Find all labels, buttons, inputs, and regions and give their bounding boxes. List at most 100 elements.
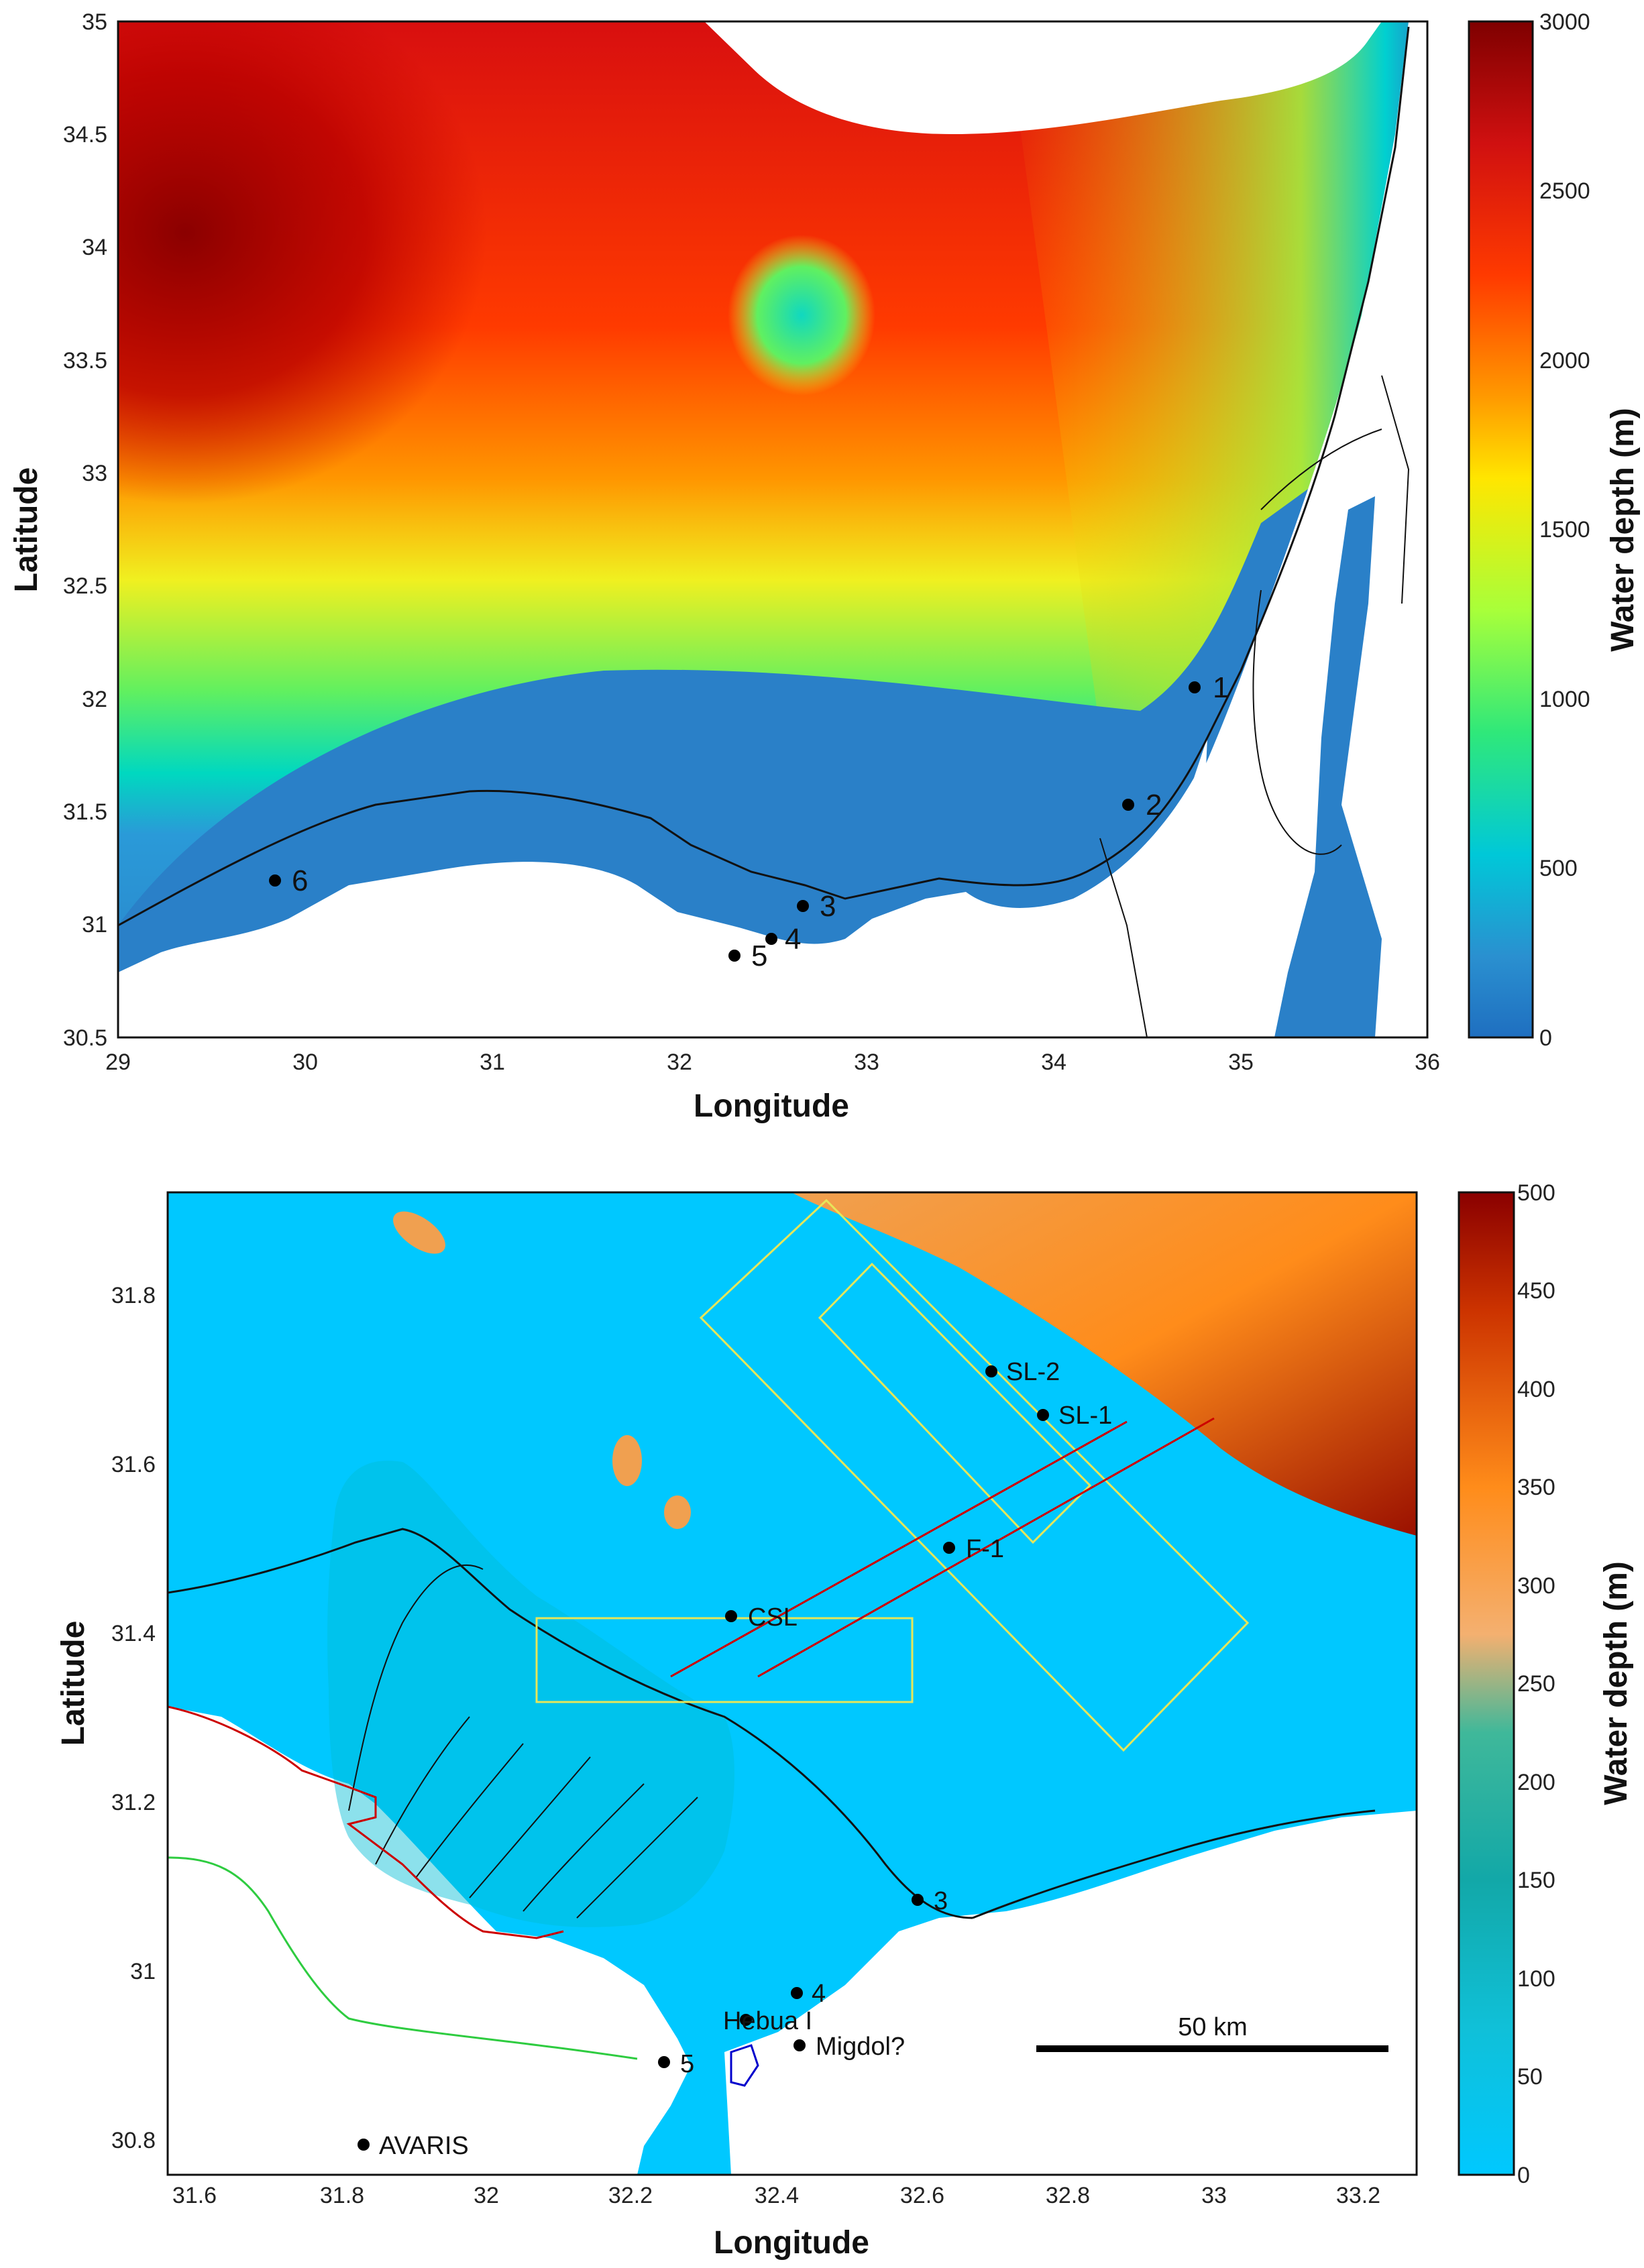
bottom-point-label: AVARIS (379, 2132, 469, 2160)
bottom-y-tick: 31.8 (111, 1283, 156, 1308)
top-y-tick: 34 (82, 235, 107, 260)
bottom-survey-box (535, 1617, 914, 1703)
top-deep-basin (118, 21, 789, 625)
bottom-colorbar-tick: 250 (1517, 1671, 1555, 1697)
bottom-point-marker (791, 1987, 803, 1999)
bottom-transect-line (670, 1420, 1128, 1678)
top-colorbar-tick: 0 (1539, 1025, 1552, 1051)
bottom-x-tick: 33.2 (1336, 2183, 1380, 2208)
bottom-point-label: Hebua I (723, 2007, 812, 2035)
bottom-point-label: Migdol? (816, 2033, 905, 2061)
top-points: 1 2 3 4 5 6 (269, 671, 1229, 972)
top-borders-east (1252, 375, 1410, 855)
top-point-label: 1 (1213, 671, 1229, 704)
bottom-delta-region (327, 1461, 735, 1927)
bottom-mound (664, 1495, 691, 1529)
bottom-survey-box (818, 1262, 1092, 1544)
bottom-coastline-east (972, 1809, 1376, 1919)
top-y-tick: 32 (82, 687, 107, 712)
top-colorbar-tick: 3000 (1539, 9, 1590, 35)
bottom-point-label: CSL (748, 1603, 798, 1632)
bottom-map: 50 km SL-2 SL-1 F-1 CSL 3 4 Hebua I Migd… (56, 1180, 1634, 2261)
bottom-colorbar-tick: 0 (1517, 2163, 1530, 2188)
bottom-coastline-west (167, 1528, 973, 1919)
bottom-colorbar-label: Water depth (m) (1598, 1561, 1634, 1805)
top-y-ticks: 35 34.5 34 33.5 33 32.5 32 31.5 31 30.5 (63, 9, 107, 1051)
bottom-point-marker (358, 2139, 370, 2151)
top-point-marker (765, 933, 777, 945)
bottom-y-tick: 31.2 (111, 1790, 156, 1815)
top-y-tick: 35 (82, 9, 107, 35)
top-plot-frame (117, 20, 1429, 1039)
top-y-tick: 33.5 (63, 348, 107, 374)
bottom-colorbar-tick: 500 (1517, 1180, 1555, 1206)
bottom-mound (393, 1211, 445, 1254)
bottom-land-east (724, 1811, 1417, 2175)
bottom-y-tick: 31.6 (111, 1452, 156, 1477)
bottom-colorbar-tick: 350 (1517, 1475, 1555, 1500)
top-colorbar-tick: 1500 (1539, 517, 1590, 543)
bottom-point-marker (793, 2039, 806, 2051)
top-point-marker (728, 950, 741, 962)
bottom-x-tick: 33 (1201, 2183, 1227, 2208)
bottom-colorbar-tick: 200 (1517, 1770, 1555, 1795)
top-x-axis-label: Longitude (694, 1088, 849, 1124)
bottom-point-label: 3 (934, 1887, 948, 1915)
bottom-point-label: F-1 (966, 1535, 1004, 1563)
top-colorbar-tick: 1000 (1539, 687, 1590, 712)
top-y-tick: 34.5 (63, 122, 107, 148)
bottom-mound (612, 1435, 642, 1486)
bottom-colorbar-ticks: 500 450 400 350 300 250 200 150 100 50 0 (1517, 1180, 1555, 2188)
bottom-colorbar-tick: 50 (1517, 2064, 1543, 2090)
bottom-x-tick: 32.8 (1046, 2183, 1090, 2208)
top-x-tick: 30 (292, 1050, 318, 1075)
bottom-point-marker (912, 1894, 924, 1906)
top-y-tick: 31 (82, 912, 107, 938)
top-x-tick: 31 (480, 1050, 505, 1075)
bottom-x-tick: 32 (474, 2183, 499, 2208)
top-y-tick: 33 (82, 461, 107, 486)
bottom-blue-lake (730, 2044, 759, 2087)
top-land-north (704, 21, 1382, 134)
bottom-point-label: 4 (812, 1980, 826, 2008)
bottom-survey-box (699, 1198, 1250, 1752)
bottom-y-tick: 31 (130, 1959, 156, 1984)
bottom-point-marker (725, 1610, 737, 1622)
bottom-point-label: SL-2 (1006, 1358, 1060, 1386)
bottom-x-ticks: 31.6 31.8 32 32.2 32.4 32.6 32.8 33 33.2 (172, 2183, 1380, 2208)
bottom-x-tick: 32.6 (900, 2183, 944, 2208)
bottom-x-tick: 32.4 (755, 2183, 799, 2208)
top-y-axis-label: Latitude (9, 467, 44, 593)
top-y-tick: 32.5 (63, 573, 107, 599)
bottom-colorbar-tick: 300 (1517, 1573, 1555, 1599)
bottom-green-line (167, 1856, 638, 2060)
top-x-tick: 36 (1415, 1050, 1440, 1075)
bottom-plot-frame (166, 1191, 1418, 2176)
bottom-y-axis-label: Latitude (56, 1621, 91, 1746)
bottom-y-tick: 30.8 (111, 2128, 156, 2153)
top-land-south (118, 738, 1207, 1037)
bottom-point-marker (943, 1542, 955, 1554)
bottom-point-marker (658, 2056, 670, 2068)
bottom-deep-slope (791, 1192, 1417, 1536)
top-colorbar-ticks: 3000 2500 2000 1500 1000 500 0 (1539, 9, 1590, 1051)
bottom-x-axis-label: Longitude (714, 2225, 869, 2261)
top-x-tick: 32 (667, 1050, 692, 1075)
top-jordan-rift (1274, 496, 1382, 1037)
scale-bar-label: 50 km (1178, 2013, 1247, 2041)
bottom-point-marker (985, 1365, 997, 1377)
top-point-marker (269, 874, 281, 887)
top-seamount (728, 235, 875, 396)
bottom-points: SL-2 SL-1 F-1 CSL 3 4 Hebua I Migdol? 5 … (358, 1358, 1112, 2160)
bottom-colorbar-tick: 150 (1517, 1868, 1555, 1893)
top-y-tick: 31.5 (63, 799, 107, 825)
bottom-y-tick: 31.4 (111, 1621, 156, 1646)
top-colorbar-tick: 500 (1539, 856, 1578, 881)
bottom-colorbar-tick: 100 (1517, 1966, 1555, 1992)
bottom-colorbar-tick: 450 (1517, 1278, 1555, 1304)
bottom-point-label: SL-1 (1058, 1402, 1112, 1430)
top-point-marker (1122, 799, 1134, 811)
bottom-colorbar-tick: 400 (1517, 1377, 1555, 1402)
bottom-red-boundary (167, 1705, 564, 1939)
